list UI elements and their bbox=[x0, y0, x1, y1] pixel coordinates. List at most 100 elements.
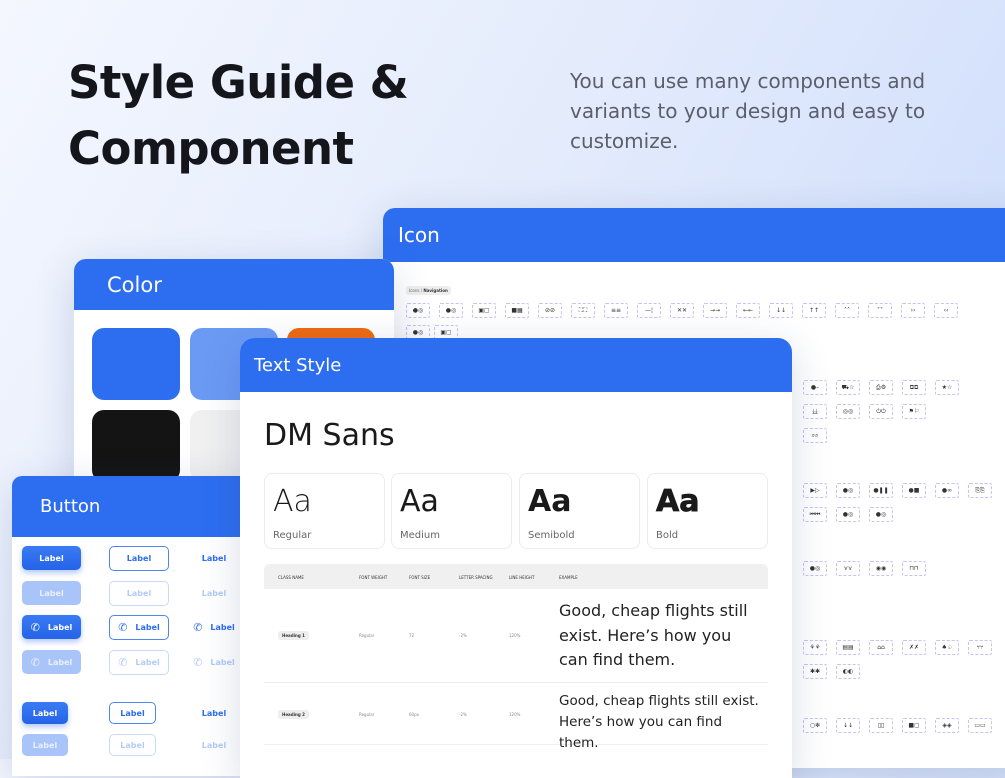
phone-icon: ✆ bbox=[118, 621, 128, 634]
col-letter-spacing: LETTER SPACING bbox=[459, 575, 493, 580]
icon-pair[interactable]: ⧉⧉ bbox=[902, 380, 926, 395]
icon-pair[interactable]: ⑂⑂ bbox=[968, 640, 992, 655]
icon-pair[interactable]: ‹‹ bbox=[934, 303, 958, 318]
outline-button-disabled[interactable]: Label bbox=[109, 581, 169, 606]
text-button-disabled[interactable]: Label bbox=[184, 581, 244, 606]
button-card-title: Button bbox=[12, 476, 252, 537]
icon-pair[interactable]: ⌂⌂ bbox=[869, 640, 893, 655]
icon-pair[interactable]: ⤓⤓ bbox=[803, 404, 827, 419]
icon-pair[interactable]: ⌕⌕ bbox=[803, 428, 827, 443]
icon-pair[interactable]: ↓↓ bbox=[769, 303, 793, 318]
button-label: Label bbox=[126, 554, 152, 563]
icon-pair[interactable]: ↑↑ bbox=[802, 303, 826, 318]
button-label: Label bbox=[201, 589, 227, 598]
table-row: Heading 2 Regular 60px -2% 120% Good, ch… bbox=[264, 683, 768, 751]
small-outline-button-disabled[interactable]: Label bbox=[109, 734, 156, 756]
icon-pair[interactable]: ⚘⚘ bbox=[803, 640, 827, 655]
icon-pair[interactable]: ⎙⚙ bbox=[869, 380, 893, 395]
icon-pair[interactable]: ●◎ bbox=[836, 507, 860, 522]
button-card: Button Label Label Label Label Label Label ✆ La… bbox=[12, 476, 252, 776]
icon-pair[interactable]: ›› bbox=[901, 303, 925, 318]
text-style-card-title: Text Style bbox=[240, 338, 792, 392]
icon-pair[interactable]: ◎◎ bbox=[836, 404, 860, 419]
icon-pair[interactable]: ⊘⊘ bbox=[538, 303, 562, 318]
icon-pair[interactable]: ▤▤ bbox=[836, 640, 860, 655]
icon-pair[interactable]: ●◎ bbox=[836, 483, 860, 498]
icon-pair[interactable]: ▶▷ bbox=[803, 483, 827, 498]
weight-sample: Aa bbox=[656, 484, 700, 520]
primary-button[interactable]: ✆ Label bbox=[22, 615, 81, 639]
small-text-button-disabled[interactable]: Label bbox=[184, 734, 244, 756]
weight-sample: Aa bbox=[273, 484, 312, 519]
primary-button-disabled[interactable]: Label bbox=[22, 581, 81, 605]
icon-pair[interactable]: ●◎ bbox=[439, 303, 463, 318]
small-primary-button-disabled[interactable]: Label bbox=[22, 734, 68, 756]
icon-pair[interactable]: ⛟☆ bbox=[836, 380, 860, 395]
icon-pair[interactable]: ●◎ bbox=[803, 561, 827, 576]
icon-pair[interactable]: ⎘⎘ bbox=[968, 483, 992, 498]
icon-pair[interactable]: ⊓⊓ bbox=[902, 561, 926, 576]
icon-pair[interactable]: ●■ bbox=[902, 483, 926, 498]
icon-pair[interactable]: ⛶⛶ bbox=[571, 303, 595, 318]
icon-pair[interactable]: ≡≡ bbox=[604, 303, 628, 318]
outline-button[interactable]: ✆ Label bbox=[109, 615, 169, 640]
icon-pair[interactable]: ●◎ bbox=[869, 507, 893, 522]
button-label: Label bbox=[120, 740, 145, 750]
icon-pair[interactable]: ♠♤ bbox=[935, 640, 959, 655]
color-swatch-black[interactable] bbox=[92, 410, 180, 482]
icon-pair[interactable]: ●❚❚ bbox=[869, 483, 893, 498]
icon-pair[interactable]: ■▢ bbox=[902, 718, 926, 733]
icon-pair[interactable]: ●∞ bbox=[935, 483, 959, 498]
line-height-value: 120% bbox=[509, 712, 521, 717]
icon-pair[interactable]: ○✻ bbox=[803, 718, 827, 733]
icon-pair[interactable]: ←← bbox=[736, 303, 760, 318]
button-label: Label bbox=[32, 708, 58, 718]
icon-pair[interactable]: ▯▯ bbox=[869, 718, 893, 733]
icon-pair[interactable]: →→ bbox=[703, 303, 727, 318]
text-button-disabled[interactable]: ✆ Label bbox=[184, 650, 244, 675]
weight-label: Semibold bbox=[528, 530, 575, 541]
small-primary-button[interactable]: Label bbox=[22, 702, 68, 724]
icon-pair[interactable]: ★☆ bbox=[935, 380, 959, 395]
icon-pair[interactable]: ⏻⏻ bbox=[869, 404, 893, 419]
icon-pair[interactable]: ⏮⏮ bbox=[803, 507, 827, 522]
outline-button-disabled[interactable]: ✆ Label bbox=[109, 650, 169, 675]
icon-pair[interactable]: —¦ bbox=[637, 303, 661, 318]
color-swatch-primary[interactable] bbox=[92, 328, 180, 400]
col-example: EXAMPLE bbox=[559, 575, 578, 580]
icon-pair[interactable]: ˅˅ bbox=[868, 303, 892, 318]
icon-pair[interactable]: ↓↓ bbox=[836, 718, 860, 733]
font-size-value: 72 bbox=[409, 633, 415, 638]
icon-pair[interactable]: ◐◐ bbox=[836, 664, 860, 679]
text-button[interactable]: Label bbox=[184, 546, 244, 571]
icon-pair[interactable]: ⚑⚐ bbox=[902, 404, 926, 419]
button-label: Label bbox=[32, 740, 58, 750]
icon-pair[interactable]: ▣▢ bbox=[472, 303, 496, 318]
icon-pair[interactable]: ✱✱ bbox=[803, 664, 827, 679]
example-text: Good, cheap flights still exist. Here’s … bbox=[559, 693, 759, 751]
primary-button[interactable]: Label bbox=[22, 546, 81, 570]
button-label: Label bbox=[39, 553, 64, 563]
phone-icon: ✆ bbox=[30, 620, 40, 634]
table-row: Heading 1 Regular 72 -2% 120% Good, chea… bbox=[264, 589, 768, 683]
icon-pair[interactable]: ●◎ bbox=[406, 303, 430, 318]
small-outline-button[interactable]: Label bbox=[109, 702, 156, 724]
text-button[interactable]: ✆ Label bbox=[184, 615, 244, 640]
icon-pair[interactable]: ◈◈ bbox=[935, 718, 959, 733]
button-label: Label bbox=[210, 623, 235, 632]
outline-button[interactable]: Label bbox=[109, 546, 169, 571]
icon-pair[interactable]: ✕✕ bbox=[670, 303, 694, 318]
icon-pair[interactable]: ▭▭ bbox=[968, 718, 992, 733]
icon-pair[interactable]: ⋎⋎ bbox=[836, 561, 860, 576]
icon-pair[interactable]: ●– bbox=[803, 380, 827, 395]
button-label: Label bbox=[201, 554, 227, 563]
primary-button-disabled[interactable]: ✆ Label bbox=[22, 650, 81, 674]
icon-pair[interactable]: ˄˄ bbox=[835, 303, 859, 318]
letter-spacing-value: -2% bbox=[459, 633, 467, 638]
icon-pair[interactable]: ■▦ bbox=[505, 303, 529, 318]
font-size-value: 60px bbox=[409, 712, 419, 717]
icon-category-name: Navigation bbox=[423, 288, 448, 293]
small-text-button[interactable]: Label bbox=[184, 702, 244, 724]
icon-pair[interactable]: ✗✗ bbox=[902, 640, 926, 655]
icon-pair[interactable]: ◉◉ bbox=[869, 561, 893, 576]
